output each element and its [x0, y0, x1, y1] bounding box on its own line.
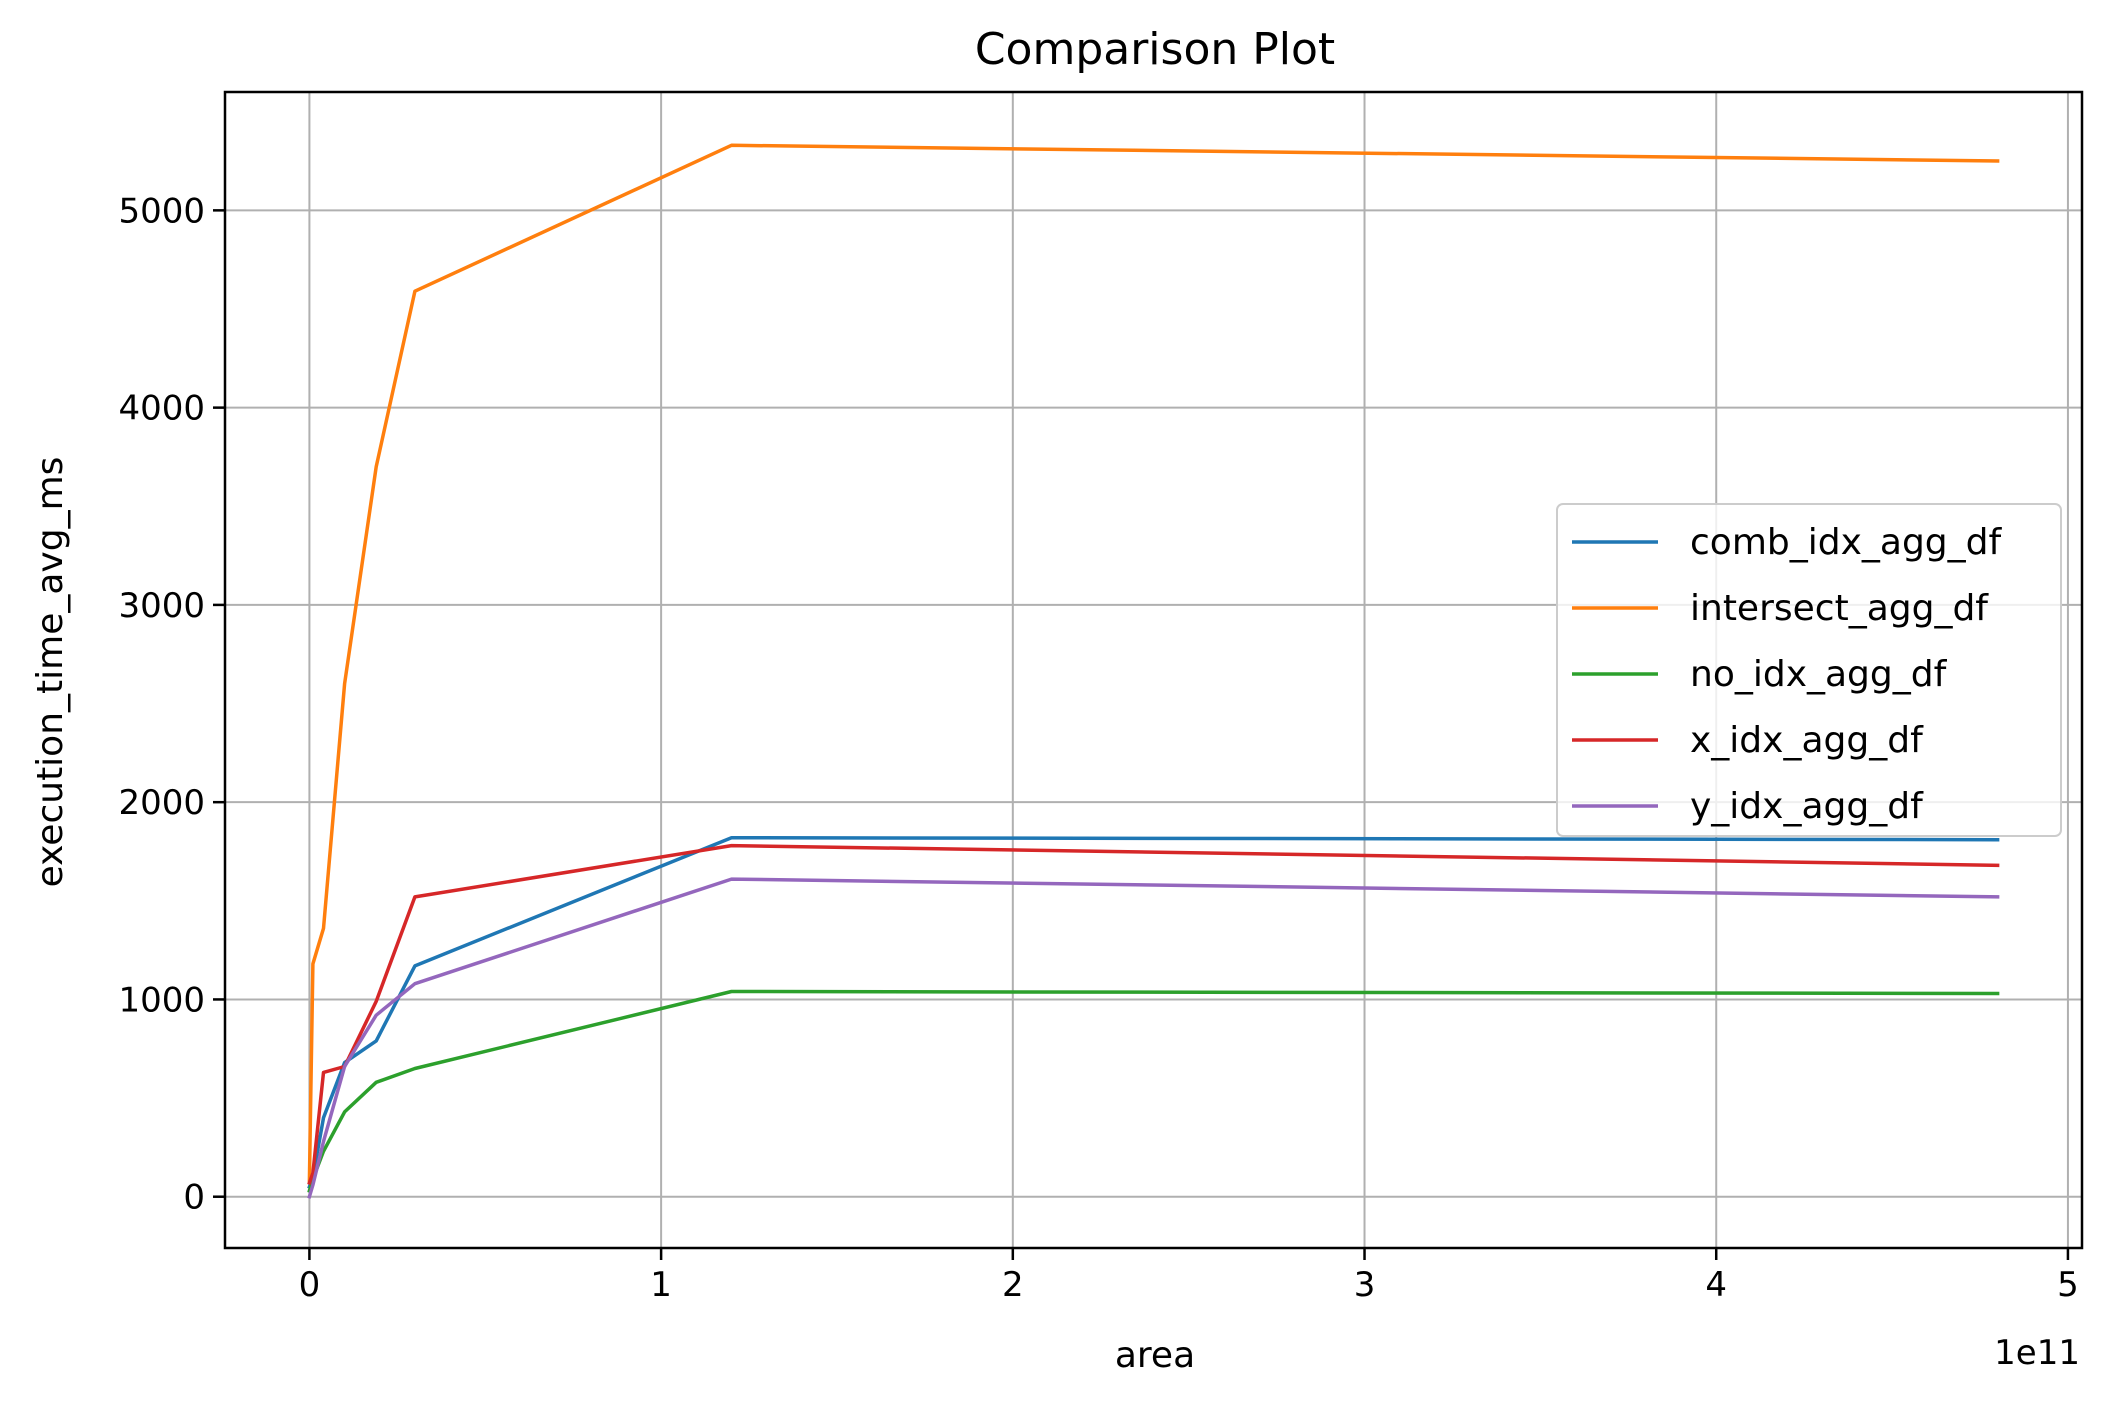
x-tick-label: 2 — [1002, 1265, 1024, 1305]
chart-title: Comparison Plot — [975, 24, 1335, 75]
plot-area-frame — [223, 90, 2084, 1250]
y-tick-label: 5000 — [118, 191, 205, 231]
legend-box — [1556, 503, 2062, 837]
y-tick-label: 0 — [183, 1178, 205, 1218]
x-tick-label: 0 — [299, 1265, 321, 1305]
series-line-intersect_agg_df — [307, 143, 2000, 1183]
legend-label-comb_idx_agg_df: comb_idx_agg_df — [1690, 522, 2003, 563]
legend-label-x_idx_agg_df: x_idx_agg_df — [1690, 720, 1924, 761]
y-axis: 0 1000 2000 3000 4000 5000 — [118, 191, 225, 1218]
y-tick-label: 2000 — [118, 783, 205, 823]
legend: comb_idx_agg_df intersect_agg_df no_idx_ag… — [1556, 503, 2062, 837]
y-tick-label: 4000 — [118, 389, 205, 429]
legend-label-no_idx_agg_df: no_idx_agg_df — [1690, 654, 1948, 695]
y-axis-label: execution_time_avg_ms — [30, 457, 71, 888]
x-tick-label: 1 — [650, 1265, 672, 1305]
x-axis: 0 1 2 3 4 5 — [299, 1248, 2079, 1305]
series-line-x_idx_agg_df — [307, 843, 2000, 1186]
legend-label-y_idx_agg_df: y_idx_agg_df — [1690, 786, 1924, 827]
series-lines — [307, 143, 2000, 1199]
x-tick-label: 4 — [1705, 1265, 1727, 1305]
series-line-y_idx_agg_df — [307, 877, 2000, 1199]
legend-label-intersect_agg_df: intersect_agg_df — [1690, 588, 1989, 629]
y-tick-label: 1000 — [118, 980, 205, 1020]
x-tick-label: 5 — [2057, 1265, 2079, 1305]
x-tick-label: 3 — [1354, 1265, 1376, 1305]
y-tick-label: 3000 — [118, 586, 205, 626]
x-axis-offset-text: 1e11 — [1994, 1333, 2080, 1373]
x-axis-label: area — [1115, 1335, 1195, 1376]
